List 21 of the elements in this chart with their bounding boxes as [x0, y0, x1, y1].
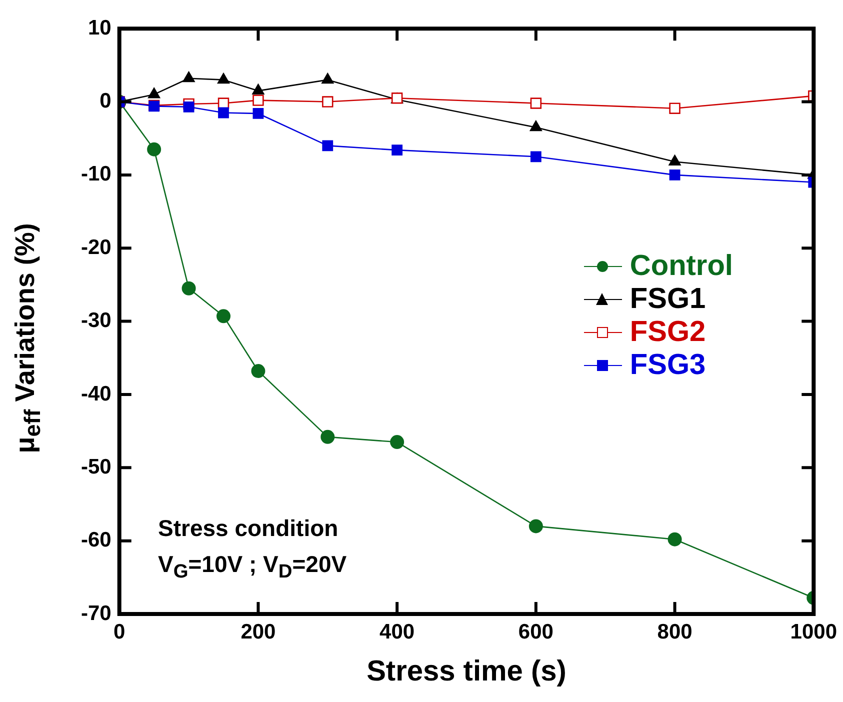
- annotation: Stress condition: [158, 514, 340, 543]
- y-tick-label: -60: [80, 528, 112, 552]
- x-tick-label: 400: [380, 620, 415, 644]
- legend-label: Control: [630, 250, 733, 283]
- y-tick-label: -40: [80, 382, 112, 406]
- x-tick-label: 200: [240, 620, 276, 644]
- x-tick-label: 800: [657, 620, 692, 644]
- y-tick-label: 0: [100, 90, 112, 113]
- legend-label: FSG2: [630, 316, 706, 349]
- legend-label: FSG3: [630, 349, 706, 382]
- y-tick-label: 10: [88, 16, 112, 40]
- y-tick-label: -10: [80, 162, 112, 186]
- y-tick-label: -50: [80, 455, 112, 478]
- y-tick-label: -20: [80, 236, 112, 259]
- annotation: V$_{G}$=10V ; V$_{D}$=20V: [158, 550, 347, 585]
- x-axis-title: Stress time (s): [366, 656, 566, 688]
- x-tick-label: 1000: [790, 620, 837, 644]
- y-tick-label: -30: [80, 309, 112, 332]
- y-tick-label: -70: [80, 602, 112, 625]
- x-tick-label: 600: [518, 620, 554, 644]
- legend-label: FSG1: [630, 283, 706, 316]
